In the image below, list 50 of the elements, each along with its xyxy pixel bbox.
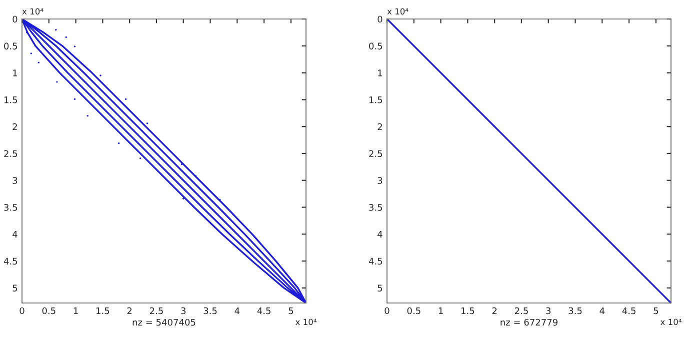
y-tick-label: 2 [12, 123, 17, 130]
x-tick-label: 4.5 [622, 307, 636, 314]
y-tick-label: 5 [12, 284, 18, 292]
y-tick-label: 1 [378, 70, 382, 76]
x-tick-label: 1 [438, 307, 443, 314]
y-tick-label: 3 [378, 177, 382, 184]
x-tick-label: 1.5 [96, 307, 110, 314]
x-tick-label: 4 [234, 307, 240, 314]
text: x 10⁴ [387, 8, 408, 15]
y-tick-label: 1.5 [4, 96, 18, 104]
x-tick-label: 2 [127, 307, 132, 314]
x-tick-label: 3 [546, 307, 551, 314]
y-tick-label: 4.5 [4, 258, 18, 265]
x-tick-label: 0.5 [407, 307, 420, 314]
y-tick-label: 2.5 [369, 150, 382, 158]
x-tick-label: 3.5 [204, 307, 217, 314]
x-tick-label: 5 [654, 307, 658, 314]
x-tick-label: 1 [74, 307, 78, 314]
x-tick-label: 0.5 [42, 307, 56, 314]
x-tick-label: 2.5 [514, 307, 528, 314]
text: x 10⁴ [22, 8, 44, 15]
y-tick-label: 0 [12, 16, 18, 23]
x-axis-title: nz = 5407405 [132, 318, 196, 326]
y-tick-label: 4 [12, 231, 18, 238]
x-axis-title: nz = 672779 [500, 318, 558, 326]
y-tick-label: 4.5 [368, 258, 382, 265]
x-tick-label: 0 [20, 307, 24, 314]
y-tick-label: 3.5 [369, 204, 382, 211]
y-tick-label: 2.5 [4, 150, 18, 158]
y-tick-label: 0.5 [4, 42, 18, 50]
y-tick-label: 0 [378, 16, 382, 23]
y-tick-label: 1 [13, 70, 17, 76]
y-tick-label: 0.5 [369, 42, 382, 50]
x-tick-label: 3 [181, 307, 186, 314]
x-tick-label: 4 [600, 307, 605, 314]
y-tick-label: 3 [12, 177, 18, 184]
y-tick-label: 3.5 [4, 204, 18, 211]
x-tick-label: 2 [492, 307, 497, 314]
x-tick-label: 3.5 [568, 307, 582, 314]
x-tick-label: 0 [384, 307, 390, 314]
x-tick-label: 4.5 [257, 307, 270, 314]
y-tick-label: 2 [378, 123, 382, 130]
x-tick-label: 1.5 [461, 307, 474, 314]
y-tick-label: 1.5 [369, 96, 382, 104]
text: x 10⁴ [660, 318, 682, 326]
text: x 10⁴ [295, 318, 316, 326]
y-tick-label: 4 [378, 231, 382, 238]
x-tick-label: 5 [288, 307, 294, 314]
y-tick-label: 5 [378, 284, 382, 292]
x-tick-label: 2.5 [150, 307, 163, 314]
